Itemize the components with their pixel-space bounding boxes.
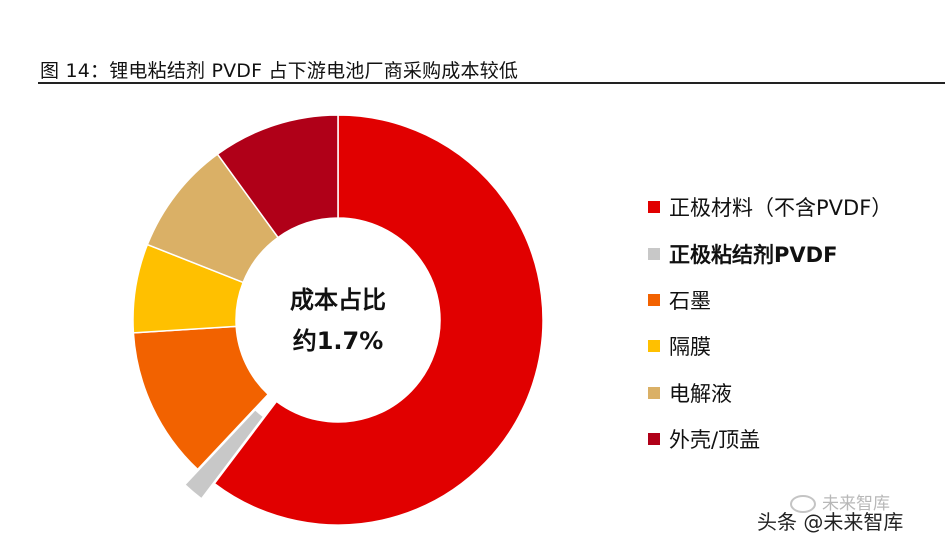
legend-swatch (648, 386, 660, 399)
legend-label: 正极材料（不含PVDF） (669, 196, 893, 221)
watermark-top-text: 未来智库 (822, 494, 890, 514)
legend-label: 石墨 (669, 288, 711, 313)
watermark-top: 未来智库 (790, 489, 890, 514)
donut-slice-6 (216, 114, 339, 239)
figure-caption: 图 14：锂电粘结剂 PVDF 占下游电池厂商采购成本较低 (40, 60, 519, 82)
legend-label: 隔膜 (669, 335, 711, 360)
legend-item-3: 石墨 (648, 277, 892, 323)
donut-slice-1 (213, 114, 544, 526)
center-text-line-1: 成本占比 (290, 286, 386, 314)
legend-item-2: 正极粘结剂PVDF (648, 230, 892, 276)
donut-slice-2 (183, 408, 265, 500)
legend-swatch (648, 293, 660, 306)
chart-legend: 正极材料（不含PVDF） 正极粘结剂PVDF 石墨隔膜电解液外壳/顶盖 (648, 184, 892, 462)
donut-chart: 成本占比 约1.7% (132, 114, 544, 526)
legend-label: 外壳/顶盖 (669, 428, 761, 453)
chat-bubble-icon (790, 495, 816, 513)
legend-item-4: 隔膜 (648, 323, 892, 369)
legend-swatch (648, 340, 660, 353)
legend-label: 正极粘结剂PVDF (669, 242, 838, 267)
center-text-line-2: 约1.7% (293, 327, 384, 355)
watermark-bottom: 头条 @未来智库 (757, 510, 904, 534)
legend-item-6: 外壳/顶盖 (648, 416, 892, 462)
legend-label: 电解液 (669, 381, 732, 406)
legend-item-5: 电解液 (648, 370, 892, 416)
legend-swatch (648, 433, 660, 446)
legend-swatch (648, 201, 660, 214)
caption-divider (38, 82, 945, 84)
legend-swatch (648, 247, 660, 260)
legend-item-1: 正极材料（不含PVDF） (648, 184, 892, 230)
